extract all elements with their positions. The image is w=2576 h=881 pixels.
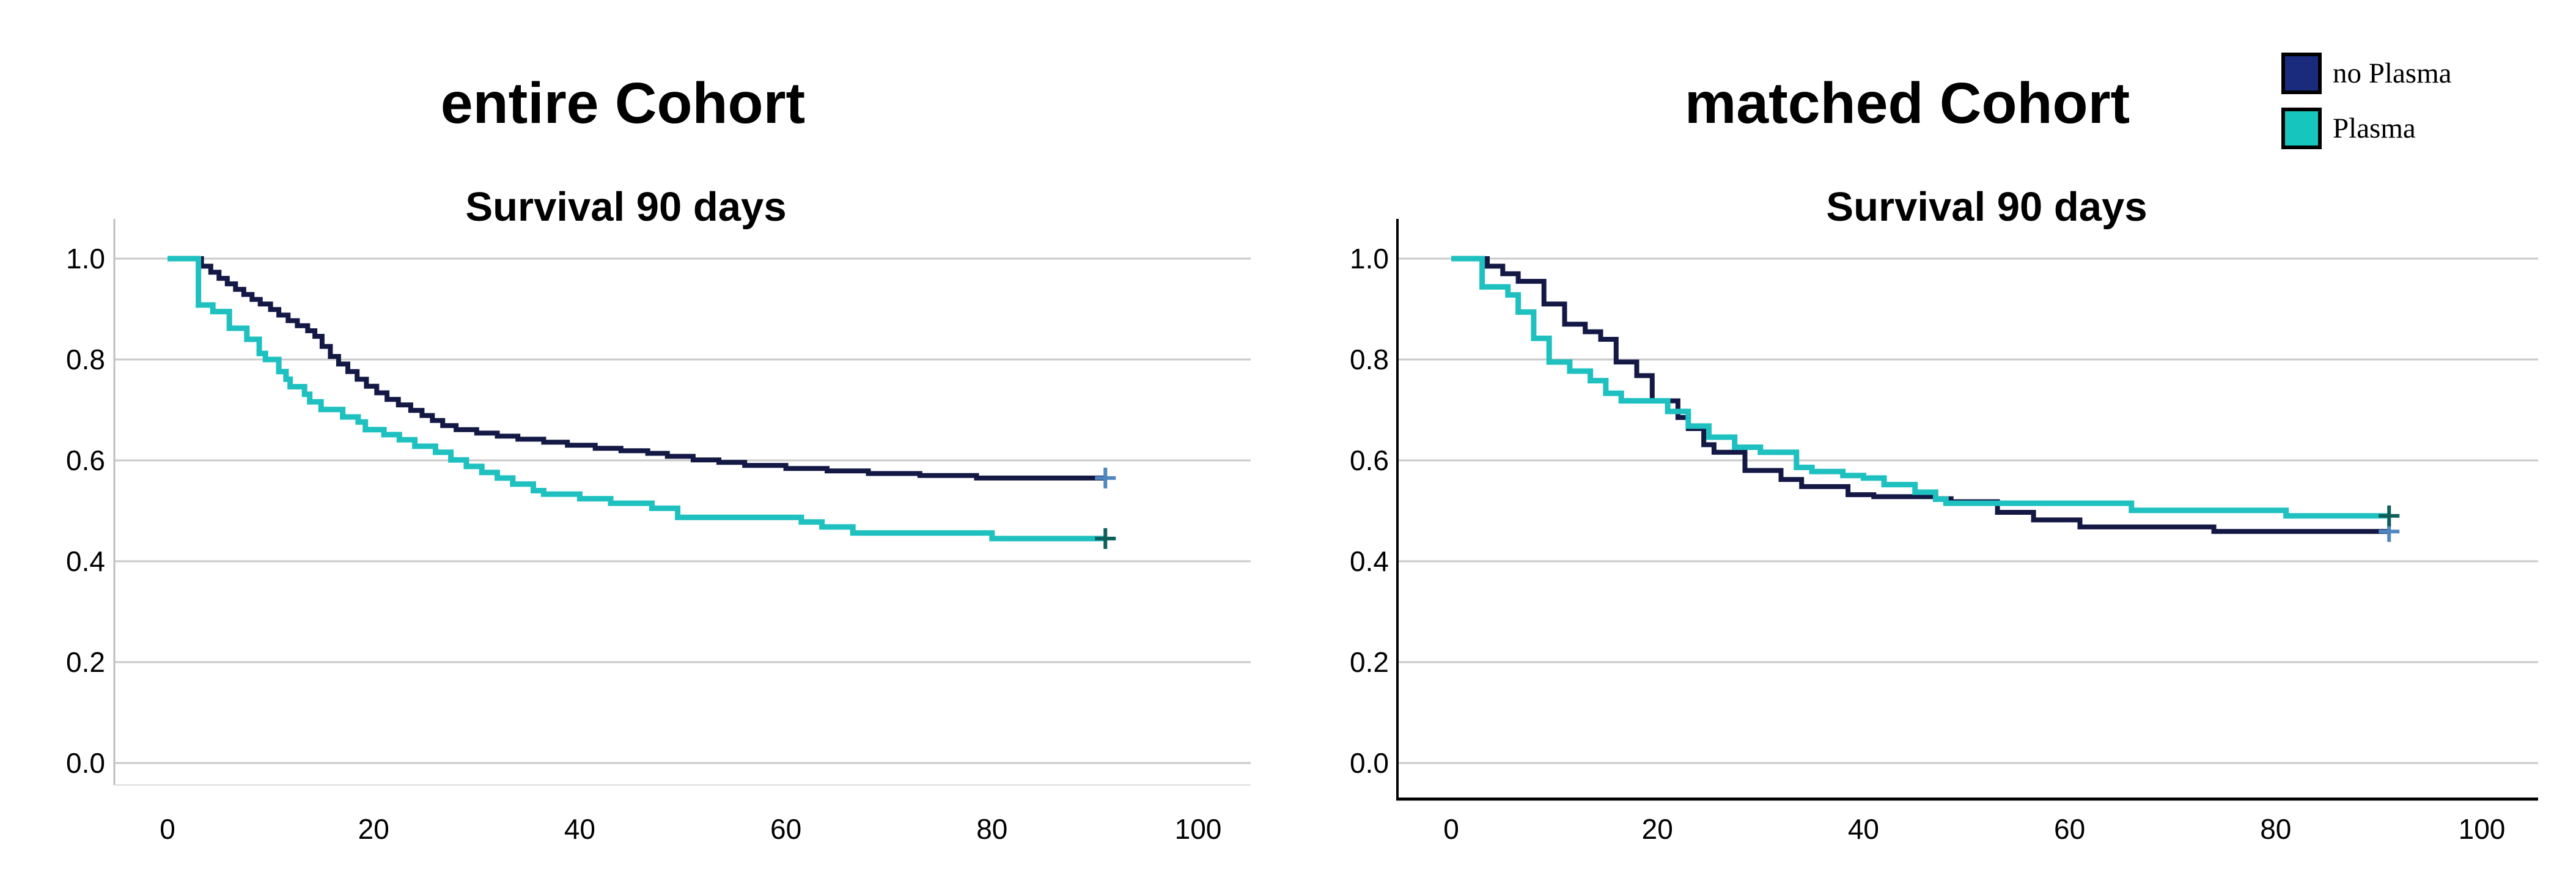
legend: no Plasma Plasma	[2281, 53, 2452, 163]
x-tick-label: 20	[358, 813, 389, 845]
x-tick-label: 40	[1848, 813, 1879, 845]
legend-label-no-plasma: no Plasma	[2333, 57, 2452, 89]
y-tick-label: 0.4	[66, 545, 105, 577]
x-tick-label: 0	[1443, 813, 1459, 845]
km-curve-plasma	[167, 256, 1106, 542]
x-tick-label: 60	[770, 813, 801, 845]
x-tick-label: 100	[1175, 813, 1222, 845]
legend-item-plasma: Plasma	[2281, 108, 2452, 149]
km-curve-plasma	[1451, 256, 2390, 519]
panel-title-entire-cohort: entire Cohort	[440, 71, 806, 136]
km-curve-no-plasma	[167, 256, 1106, 481]
x-tick-label: 80	[976, 813, 1007, 845]
y-tick-label: 0.0	[1350, 747, 1389, 779]
y-tick-label: 0.8	[1350, 344, 1389, 375]
y-tick-label: 0.4	[1350, 545, 1389, 577]
y-tick-label: 1.0	[66, 243, 105, 275]
y-tick-label: 0.8	[66, 344, 105, 375]
y-tick-label: 0.6	[66, 444, 105, 476]
y-tick-label: 1.0	[1350, 243, 1389, 275]
x-tick-label: 100	[2459, 813, 2506, 845]
panel-title-matched-cohort: matched Cohort	[1684, 71, 2130, 136]
legend-swatch-plasma	[2281, 108, 2322, 149]
y-tick-label: 0.0	[66, 747, 105, 779]
x-tick-label: 60	[2054, 813, 2085, 845]
y-tick-label: 0.2	[1350, 646, 1389, 678]
y-tick-label: 0.2	[66, 646, 105, 678]
x-tick-label: 40	[564, 813, 595, 845]
x-tick-label: 20	[1642, 813, 1673, 845]
chart-title-right: Survival 90 days	[1826, 184, 2147, 230]
legend-item-no-plasma: no Plasma	[2281, 53, 2452, 94]
x-tick-label: 0	[160, 813, 175, 845]
legend-swatch-no-plasma	[2281, 53, 2322, 94]
y-tick-label: 0.6	[1350, 444, 1389, 476]
legend-label-plasma: Plasma	[2333, 112, 2416, 144]
chart-title-left: Survival 90 days	[465, 184, 787, 230]
x-tick-label: 80	[2260, 813, 2291, 845]
